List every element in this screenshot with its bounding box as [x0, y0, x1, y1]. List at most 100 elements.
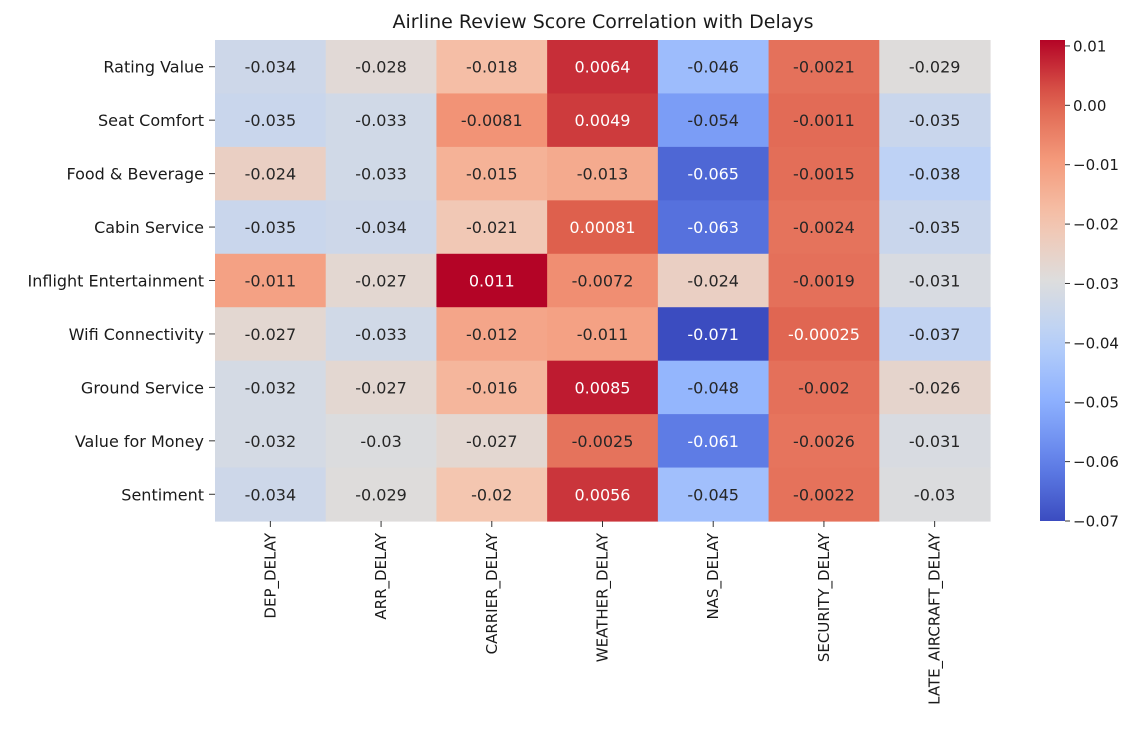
- cell-annotation: -0.02: [471, 485, 512, 504]
- y-tick-label: Value for Money: [75, 432, 204, 451]
- cell-annotation: -0.071: [687, 325, 739, 344]
- cell-annotation: -0.0072: [572, 272, 634, 291]
- heatmap-cell: [657, 93, 770, 148]
- cell-annotation: -0.037: [909, 325, 961, 344]
- cell-annotation: -0.029: [909, 58, 961, 77]
- cell-annotation: -0.034: [245, 485, 297, 504]
- x-tick-label: SECURITY_DELAY: [815, 532, 834, 662]
- y-axis: Rating Value Seat Comfort Food & Beverage C…: [28, 58, 215, 504]
- colorbar-gradient: [1040, 40, 1065, 521]
- cell-annotation: 0.011: [469, 272, 515, 291]
- heatmap-cell: [879, 146, 991, 201]
- cell-annotation: -0.021: [466, 218, 518, 237]
- colorbar-tick-label: −0.04: [1073, 334, 1119, 352]
- heatmap-cell: [657, 414, 770, 469]
- cell-annotation: -0.013: [577, 165, 629, 184]
- cell-annotation: 0.0056: [575, 485, 631, 504]
- cell-annotation: -0.029: [355, 485, 407, 504]
- cell-annotation: -0.027: [245, 325, 297, 344]
- heatmap-cell: [436, 253, 548, 308]
- heatmap-cell: [768, 146, 880, 201]
- heatmap-cell: [436, 200, 548, 255]
- colorbar-tick-label: −0.06: [1073, 453, 1119, 471]
- x-tick-label: LATE_AIRCRAFT_DELAY: [926, 532, 945, 705]
- cell-annotation: -0.035: [909, 111, 961, 130]
- heatmap-cell: [215, 360, 327, 415]
- cell-annotation: -0.033: [355, 111, 407, 130]
- heatmap-cells: -0.034 -0.028 -0.018 0.0064 -0.046 -0.0021 -0.…: [215, 40, 991, 522]
- heatmap-cell: [215, 40, 327, 95]
- chart-title: Airline Review Score Correlation with De…: [392, 11, 813, 33]
- heatmap-cell: [547, 360, 659, 415]
- cell-annotation: -0.0025: [572, 432, 634, 451]
- cell-annotation: -0.032: [245, 378, 297, 397]
- heatmap-cell: [325, 360, 438, 415]
- cell-annotation: -0.026: [909, 378, 961, 397]
- heatmap-cell: [215, 200, 327, 255]
- cell-annotation: -0.03: [914, 485, 955, 504]
- cell-annotation: 0.00081: [569, 218, 635, 237]
- heatmap-cell: [879, 467, 991, 522]
- heatmap-cell: [325, 307, 438, 362]
- heatmap-cell: [879, 414, 991, 469]
- heatmap-cell: [657, 40, 770, 95]
- cell-annotation: 0.0085: [575, 378, 631, 397]
- colorbar-tick-label: −0.01: [1073, 156, 1119, 174]
- cell-annotation: -0.038: [909, 165, 961, 184]
- heatmap-cell: [547, 146, 659, 201]
- cell-annotation: -0.015: [466, 165, 518, 184]
- heatmap-cell: [657, 360, 770, 415]
- cell-annotation: -0.035: [245, 218, 297, 237]
- cell-annotation: -0.03: [360, 432, 401, 451]
- cell-annotation: -0.0011: [793, 111, 855, 130]
- heatmap-cell: [879, 307, 991, 362]
- cell-annotation: -0.0022: [793, 485, 855, 504]
- cell-annotation: -0.0015: [793, 165, 855, 184]
- cell-annotation: -0.016: [466, 378, 518, 397]
- cell-annotation: -0.046: [687, 58, 739, 77]
- cell-annotation: -0.031: [909, 432, 961, 451]
- cell-annotation: -0.031: [909, 272, 961, 291]
- cell-annotation: -0.018: [466, 58, 518, 77]
- cell-annotation: -0.0081: [461, 111, 523, 130]
- heatmap-cell: [657, 200, 770, 255]
- heatmap-cell: [657, 146, 770, 201]
- cell-annotation: -0.061: [687, 432, 739, 451]
- cell-annotation: -0.024: [687, 272, 739, 291]
- x-tick-label: ARR_DELAY: [372, 532, 391, 619]
- heatmap-cell: [215, 467, 327, 522]
- colorbar-tick-label: −0.05: [1073, 394, 1119, 412]
- heatmap-cell: [768, 414, 880, 469]
- heatmap-cell: [657, 467, 770, 522]
- heatmap-cell: [879, 40, 991, 95]
- colorbar-tick-label: −0.02: [1073, 216, 1119, 234]
- cell-annotation: -0.011: [245, 272, 297, 291]
- cell-annotation: -0.035: [245, 111, 297, 130]
- heatmap-cell: [436, 414, 548, 469]
- heatmap-cell: [547, 40, 659, 95]
- heatmap-cell: [768, 307, 880, 362]
- heatmap-cell: [215, 414, 327, 469]
- heatmap-cell: [879, 93, 991, 148]
- heatmap-cell: [657, 307, 770, 362]
- y-tick-label: Cabin Service: [94, 218, 204, 237]
- cell-annotation: -0.033: [355, 325, 407, 344]
- heatmap-cell: [325, 40, 438, 95]
- heatmap-cell: [215, 146, 327, 201]
- heatmap-cell: [547, 253, 659, 308]
- y-tick-label: Wifi Connectivity: [69, 325, 204, 344]
- cell-annotation: -0.035: [909, 218, 961, 237]
- cell-annotation: -0.00025: [788, 325, 860, 344]
- colorbar-tick-label: −0.03: [1073, 275, 1119, 293]
- cell-annotation: -0.027: [355, 378, 407, 397]
- heatmap-cell: [215, 307, 327, 362]
- heatmap-cell: [436, 360, 548, 415]
- heatmap-cell: [879, 253, 991, 308]
- cell-annotation: -0.012: [466, 325, 518, 344]
- cell-annotation: -0.0019: [793, 272, 855, 291]
- y-tick-label: Inflight Entertainment: [28, 272, 205, 291]
- heatmap-cell: [547, 414, 659, 469]
- y-tick-label: Seat Comfort: [98, 111, 204, 130]
- heatmap-cell: [657, 253, 770, 308]
